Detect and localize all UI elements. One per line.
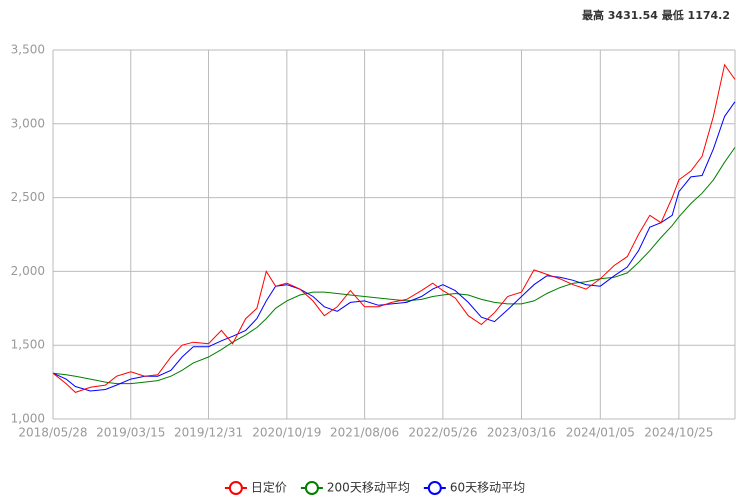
legend-item: 60天移动平均: [423, 481, 525, 495]
legend-label: 60天移动平均: [450, 481, 525, 495]
legend: 日定价 200天移动平均 60天移动平均: [224, 480, 525, 495]
series-line: [52, 101, 736, 392]
legend-swatch: [228, 481, 243, 495]
legend-label: 200天移动平均: [327, 481, 410, 495]
series-line: [52, 147, 736, 385]
x-tick-label: 2021/08/06: [330, 426, 399, 440]
x-tick-label: 2024/10/25: [644, 426, 713, 440]
legend-item: 200天移动平均: [300, 481, 410, 495]
legend-swatch: [427, 481, 442, 495]
legend-swatch: [304, 481, 319, 495]
y-tick-label: 2,500: [11, 190, 45, 204]
y-tick-label: 2,000: [11, 264, 45, 278]
x-tick-label: 2019/12/31: [174, 426, 243, 440]
x-tick-label: 2020/10/19: [252, 426, 321, 440]
x-tick-label: 2019/03/15: [96, 426, 165, 440]
legend-label: 日定价: [251, 480, 287, 495]
y-tick-label: 1,500: [11, 338, 45, 352]
series-line: [52, 63, 736, 393]
x-tick-label: 2024/01/05: [566, 426, 635, 440]
y-tick-label: 3,500: [11, 43, 45, 57]
price-summary: 最高 3431.54 最低 1174.2: [582, 8, 730, 22]
x-tick-label: 2023/03/16: [487, 426, 556, 440]
y-tick-label: 3,000: [11, 116, 45, 130]
x-tick-label: 2018/05/28: [18, 426, 87, 440]
y-tick-label: 1,000: [11, 412, 45, 426]
legend-item: 日定价: [224, 480, 287, 495]
x-tick-label: 2022/05/26: [408, 426, 477, 440]
